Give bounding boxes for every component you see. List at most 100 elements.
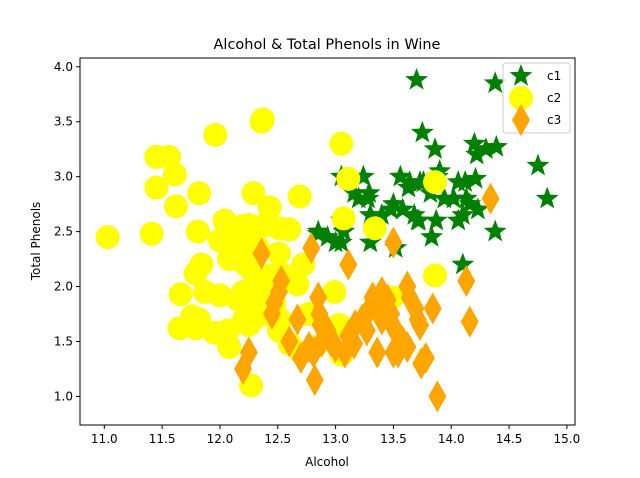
legend: c1 c2 c3 <box>502 62 571 136</box>
point-c1 <box>432 186 456 209</box>
point-c3 <box>339 248 358 281</box>
point-c3 <box>428 380 447 413</box>
point-c2 <box>202 320 227 345</box>
point-c1 <box>454 186 478 209</box>
point-c3 <box>423 292 442 325</box>
point-c2 <box>185 219 210 244</box>
point-c3 <box>384 226 403 259</box>
plot-area <box>79 57 576 426</box>
point-c2 <box>322 280 347 305</box>
legend-marker-c2 <box>509 86 533 110</box>
point-c1 <box>342 181 366 203</box>
y-tick-label: 2.5 <box>54 225 73 239</box>
point-c1 <box>382 192 405 214</box>
y-tick-label: 1.5 <box>54 334 73 348</box>
point-c1 <box>451 203 475 225</box>
y-tick-label: 4.0 <box>54 60 73 74</box>
point-c1 <box>332 219 356 242</box>
x-axis: 11.0 11.5 12.0 12.5 13.0 13.5 14.0 14.5 15.0 <box>91 425 580 446</box>
series-c1 <box>306 67 559 275</box>
point-c1 <box>407 208 431 231</box>
y-axis: 1.0 1.5 2.0 2.5 3.0 3.5 4.0 <box>54 60 80 403</box>
series-c3 <box>234 182 500 413</box>
point-c1 <box>464 166 487 189</box>
point-c3 <box>288 303 307 336</box>
point-c2 <box>139 221 164 246</box>
point-c3 <box>460 305 479 338</box>
point-c1 <box>408 170 432 192</box>
point-c2 <box>183 316 208 341</box>
legend-item-c1: c1 <box>509 64 561 86</box>
point-c3 <box>280 325 299 358</box>
point-c1 <box>347 186 371 209</box>
legend-label: c2 <box>547 91 561 105</box>
point-c2 <box>212 208 237 233</box>
point-c2 <box>183 261 208 286</box>
point-c1 <box>424 208 448 231</box>
point-c1 <box>391 197 415 220</box>
point-c3 <box>411 309 430 342</box>
point-c1 <box>356 186 380 209</box>
x-tick-label: 13.5 <box>380 432 407 446</box>
point-c2 <box>266 241 291 266</box>
point-c1 <box>428 159 452 181</box>
x-axis-label: Alcohol <box>305 455 349 469</box>
point-c3 <box>372 303 391 336</box>
point-c3 <box>305 363 324 396</box>
point-c2 <box>203 122 228 147</box>
x-tick-label: 12.5 <box>264 432 291 446</box>
point-c1 <box>351 164 375 187</box>
point-c1 <box>462 131 486 154</box>
point-c3 <box>457 265 476 298</box>
legend-marker-c3 <box>512 104 530 136</box>
point-c2 <box>249 109 274 134</box>
point-c3 <box>481 182 500 215</box>
point-c2 <box>168 282 193 307</box>
y-tick-label: 3.0 <box>54 170 73 184</box>
point-c1 <box>379 197 403 220</box>
point-c2 <box>162 162 187 187</box>
point-c2 <box>362 216 387 241</box>
point-c1 <box>397 175 420 198</box>
point-c1 <box>526 153 550 176</box>
point-c3 <box>416 341 435 374</box>
point-c2 <box>144 175 169 200</box>
point-c2 <box>236 313 261 338</box>
x-tick-label: 11.5 <box>149 432 176 446</box>
point-c1 <box>458 192 482 214</box>
point-c3 <box>368 336 387 369</box>
point-c2 <box>423 170 448 195</box>
point-c1 <box>466 197 490 220</box>
x-tick-label: 11.0 <box>91 432 118 446</box>
point-c3 <box>345 327 364 360</box>
legend-item-c3: c3 <box>512 104 561 136</box>
point-c1 <box>410 120 434 143</box>
y-axis-label: Total Phenols <box>29 202 43 282</box>
point-c2 <box>207 228 232 253</box>
point-c2 <box>329 131 354 156</box>
point-c2 <box>95 225 120 250</box>
point-c1 <box>316 225 339 247</box>
point-c3 <box>239 336 258 369</box>
point-c2 <box>257 195 282 220</box>
point-c1 <box>405 67 428 90</box>
point-c2 <box>287 184 312 209</box>
x-tick-label: 15.0 <box>554 432 581 446</box>
point-c1 <box>483 219 507 242</box>
point-c1 <box>442 186 465 209</box>
point-c1 <box>535 186 559 209</box>
point-c1 <box>420 225 443 247</box>
point-c1 <box>402 203 426 225</box>
point-c1 <box>388 164 412 187</box>
legend-label: c1 <box>547 69 561 83</box>
legend-label: c3 <box>547 113 561 127</box>
y-tick-label: 2.0 <box>54 280 73 294</box>
marker-layer <box>95 67 559 413</box>
point-c2 <box>423 263 448 288</box>
point-c2 <box>187 181 212 206</box>
point-c1 <box>483 71 507 93</box>
point-c2 <box>277 217 302 242</box>
point-c3 <box>291 341 310 374</box>
point-c3 <box>302 232 321 265</box>
point-c1 <box>484 135 508 157</box>
